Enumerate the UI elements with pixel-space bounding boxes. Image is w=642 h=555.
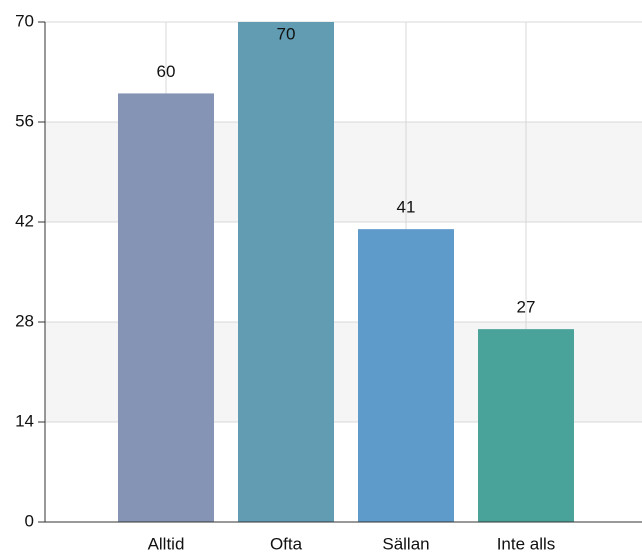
y-tick-label: 56 [15,111,34,130]
bar [238,22,334,522]
bar [118,93,214,522]
x-tick-label: Ofta [270,534,303,553]
y-tick-label: 28 [15,311,34,330]
y-tick-label: 42 [15,211,34,230]
y-tick-label: 0 [25,511,34,530]
bar [478,329,574,522]
data-label: 27 [517,298,536,317]
x-tick-label: Alltid [148,534,185,553]
y-tick-label: 14 [15,411,34,430]
bar [358,229,454,522]
data-label: 41 [397,198,416,217]
data-label: 60 [157,62,176,81]
y-tick-label: 70 [15,11,34,30]
data-label: 70 [277,24,296,43]
x-tick-label: Inte alls [497,534,556,553]
x-tick-label: Sällan [382,534,429,553]
